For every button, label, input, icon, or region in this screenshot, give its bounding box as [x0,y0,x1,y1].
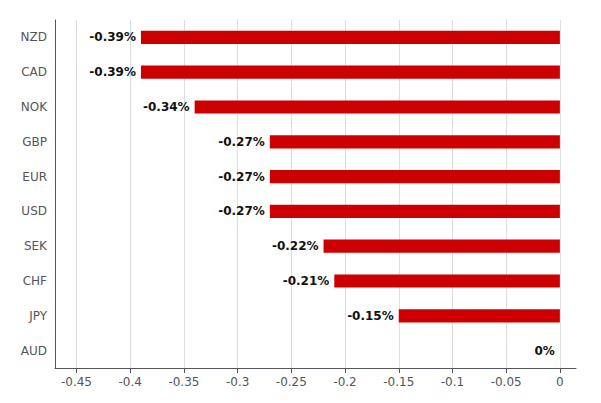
svg-text:-0.27%: -0.27% [218,170,265,184]
svg-text:GBP: GBP [22,135,47,149]
svg-text:AUD: AUD [21,344,47,358]
svg-text:-0.27%: -0.27% [218,135,265,149]
svg-text:EUR: EUR [22,170,47,184]
svg-text:-0.25: -0.25 [276,375,307,389]
svg-text:-0.21%: -0.21% [283,274,330,288]
svg-text:JPY: JPY [28,309,48,323]
svg-text:-0.39%: -0.39% [89,30,136,44]
svg-text:-0.4: -0.4 [118,375,141,389]
svg-text:0%: 0% [535,344,555,358]
svg-text:-0.15: -0.15 [383,375,414,389]
svg-text:-0.05: -0.05 [491,375,522,389]
svg-text:-0.15%: -0.15% [347,309,394,323]
svg-text:-0.3: -0.3 [226,375,249,389]
svg-text:NOK: NOK [21,100,48,114]
svg-text:CHF: CHF [23,274,47,288]
svg-text:-0.34%: -0.34% [143,100,190,114]
svg-text:0: 0 [556,375,564,389]
svg-text:SEK: SEK [24,239,48,253]
svg-text:-0.45: -0.45 [61,375,92,389]
svg-text:-0.35: -0.35 [168,375,199,389]
svg-text:NZD: NZD [21,30,47,44]
svg-text:-0.22%: -0.22% [272,239,319,253]
svg-text:-0.39%: -0.39% [89,65,136,79]
svg-text:-0.27%: -0.27% [218,204,265,218]
svg-text:CAD: CAD [21,65,47,79]
svg-text:-0.1: -0.1 [441,375,464,389]
svg-text:-0.2: -0.2 [333,375,356,389]
svg-text:USD: USD [21,204,47,218]
